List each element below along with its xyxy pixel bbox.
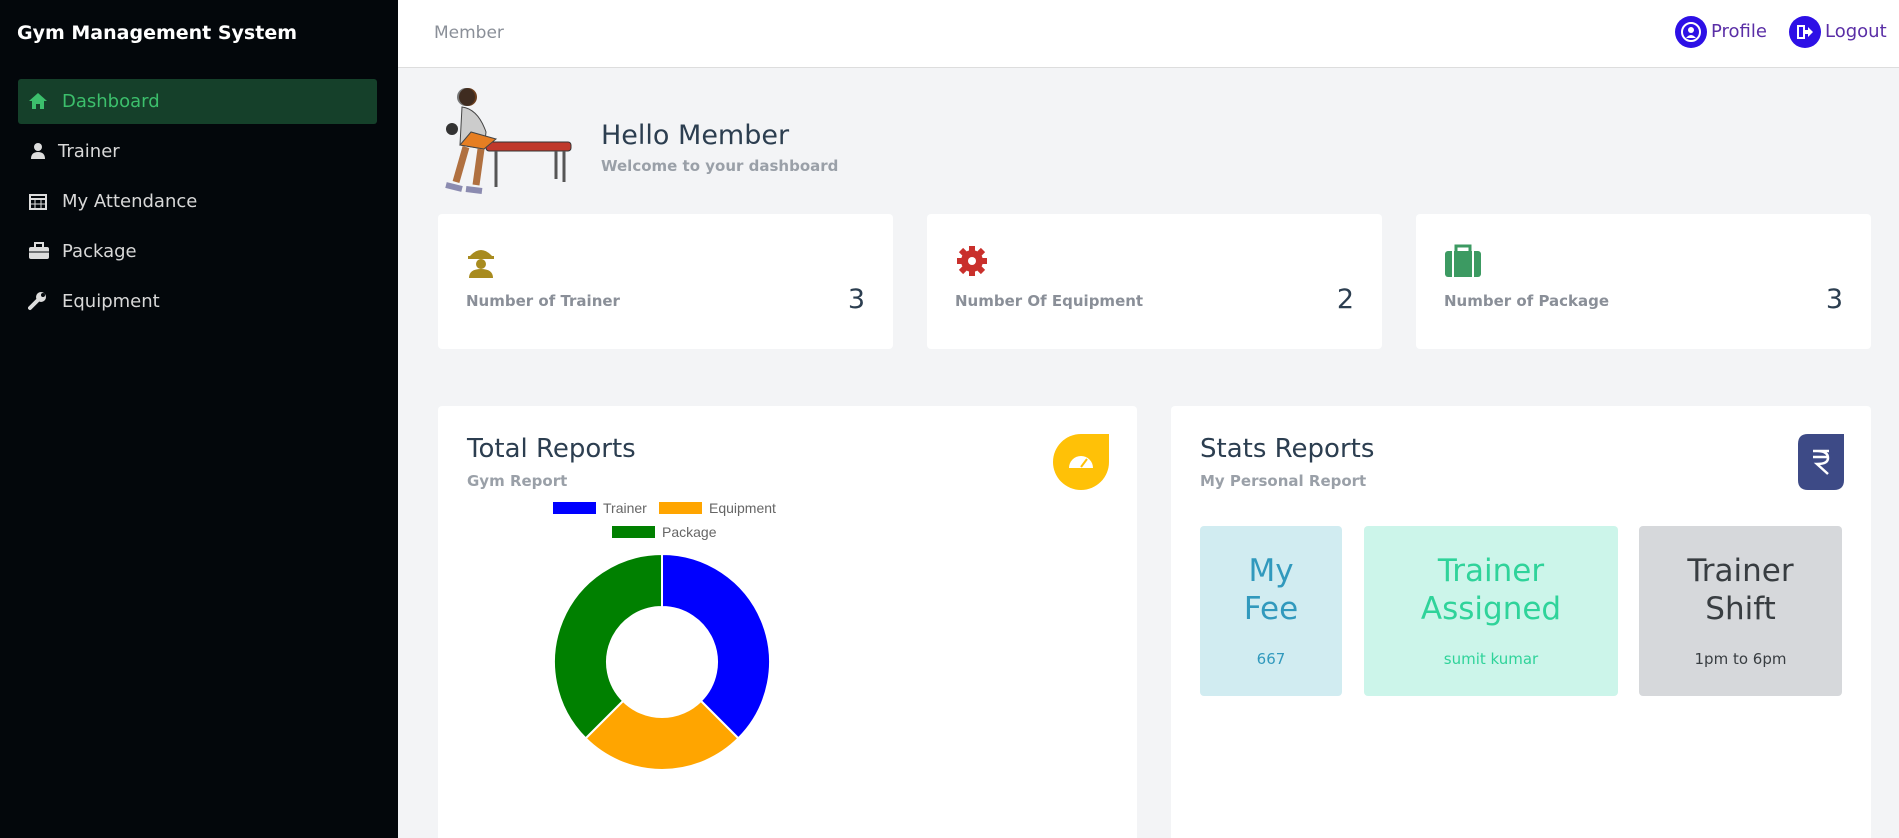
logout-link[interactable]: Logout <box>1789 16 1887 48</box>
menu-item[interactable]: Equipment <box>18 279 377 324</box>
stats-title: Stats Reports <box>1200 434 1375 464</box>
icon <box>468 250 494 278</box>
topbar: Member Profile Logout <box>398 0 1899 68</box>
stats-subtitle: My Personal Report <box>1200 472 1367 490</box>
stat-box-title: My Fee <box>1243 553 1299 627</box>
stat-box-value: sumit kumar <box>1443 650 1539 668</box>
chart: Trainer Equipment Package <box>552 500 776 772</box>
brand: Gym Management System <box>17 22 298 44</box>
card-label: Number Of Equipment <box>955 292 1144 310</box>
chart-subtitle: Gym Report <box>467 472 568 490</box>
menu-label: My Attendance <box>62 191 198 212</box>
legend-label: Equipment <box>709 500 776 516</box>
stat-box-value: 667 <box>1256 650 1286 668</box>
menu-item[interactable]: Package <box>18 229 377 274</box>
sidebar: Gym Management System Dashboard Trainer … <box>0 0 398 838</box>
menu-item[interactable]: Dashboard <box>18 79 377 124</box>
chart-title: Total Reports <box>467 434 636 464</box>
stat-card: Number of Package 3 <box>1416 214 1871 349</box>
gym-illustration <box>445 88 572 194</box>
greeting: Hello Member <box>601 120 790 151</box>
icon <box>31 143 45 159</box>
stats-panel: Stats Reports My Personal Report My Fee … <box>1171 406 1871 838</box>
card-label: Number of Package <box>1444 292 1610 310</box>
donut-segment <box>552 552 663 740</box>
icon <box>29 194 47 210</box>
stat-box: My Fee 667 <box>1200 526 1342 696</box>
link-label: Logout <box>1825 21 1887 42</box>
donut-segment <box>661 552 772 740</box>
card-label: Number of Trainer <box>466 292 620 310</box>
stat-box-value: 1pm to 6pm <box>1694 650 1787 668</box>
greeting-subtitle: Welcome to your dashboard <box>601 157 839 175</box>
legend-swatch <box>553 502 596 514</box>
icon <box>29 242 49 259</box>
card-value: 3 <box>1825 284 1843 315</box>
card-value: 2 <box>1336 284 1354 315</box>
menu-label: Trainer <box>58 141 120 162</box>
icon <box>1789 16 1821 48</box>
icon <box>29 93 47 109</box>
icon <box>957 246 987 276</box>
legend-swatch <box>659 502 702 514</box>
menu-label: Equipment <box>62 291 160 312</box>
link-label: Profile <box>1711 21 1767 42</box>
stat-card: Number Of Equipment 2 <box>927 214 1382 349</box>
stat-box: Trainer Assigned sumit kumar <box>1364 526 1618 696</box>
stat-card: Number of Trainer 3 <box>438 214 893 349</box>
legend-swatch <box>612 526 655 538</box>
panel-icon <box>1798 434 1844 490</box>
menu-item[interactable]: Trainer <box>18 129 377 174</box>
legend-label: Package <box>662 524 717 540</box>
panel-icon <box>1053 434 1109 490</box>
menu-label: Package <box>62 241 137 262</box>
breadcrumb: Member <box>434 23 504 43</box>
icon <box>28 292 46 310</box>
stat-box-title: Trainer Shift <box>1687 553 1794 627</box>
stat-box: Trainer Shift 1pm to 6pm <box>1639 526 1842 696</box>
icon <box>1675 16 1707 48</box>
donut-segment <box>584 699 740 772</box>
profile-link[interactable]: Profile <box>1675 16 1767 48</box>
legend-label: Trainer <box>603 500 647 516</box>
chart-panel: Total Reports Gym Report Trainer Equipmen… <box>438 406 1137 838</box>
menu-item[interactable]: My Attendance <box>18 179 377 224</box>
icon <box>1445 244 1481 277</box>
card-value: 3 <box>847 284 865 315</box>
stat-box-title: Trainer Assigned <box>1420 553 1562 627</box>
menu-label: Dashboard <box>62 91 160 112</box>
